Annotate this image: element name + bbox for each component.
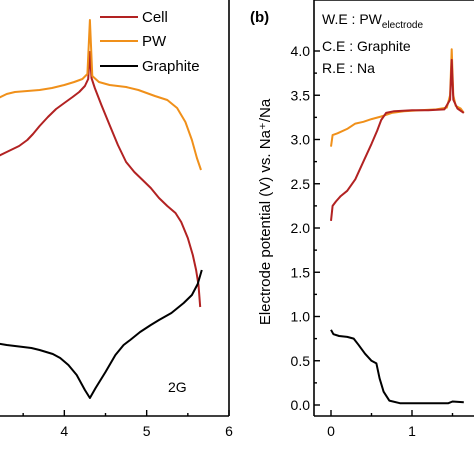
left-x-ticks: 4 5 6 [22, 410, 233, 439]
right-y-ticks: 0.0 0.5 1.0 1.5 2.0 2.5 3.0 3.5 4.0 [291, 43, 320, 413]
right-y-tick-label: 1.5 [291, 264, 311, 280]
legend-graphite-label: Graphite [142, 58, 200, 75]
panel-label-b: (b) [250, 9, 269, 26]
right-series-cell [330, 58, 465, 222]
legend-cell-label: Cell [142, 9, 168, 26]
left-series-cell [0, 51, 202, 308]
right-y-tick-label: 1.0 [291, 309, 311, 325]
right-y-tick-label: 0.5 [291, 353, 311, 369]
left-x-tick-label: 4 [60, 423, 68, 439]
right-y-tick-label: 4.0 [291, 43, 311, 59]
right-y-tick-label: 3.5 [291, 87, 311, 103]
left-series-lines [0, 19, 203, 399]
right-y-tick-label: 3.0 [291, 132, 311, 148]
right-y-tick-label: 2.0 [291, 220, 311, 236]
right-x-tick-label: 0 [327, 423, 335, 439]
left-legend: Cell PW Graphite [100, 9, 200, 75]
right-series-lines [330, 48, 465, 405]
annotation-we-prefix: W.E : PW [322, 11, 383, 27]
left-series-pw [0, 19, 202, 171]
legend-pw-label: PW [142, 33, 167, 50]
annotation-working-electrode: W.E : PWelectrode [322, 11, 423, 31]
left-series-graphite [0, 269, 203, 399]
right-y-axis-label: Electrode potential (V) vs. Na⁺/Na [257, 98, 274, 325]
right-x-tick-label: 1 [408, 423, 416, 439]
left-annotation-2G: 2G [168, 379, 187, 395]
right-series-graphite [330, 329, 464, 405]
left-x-tick-label: 6 [225, 423, 233, 439]
left-x-tick-label: 5 [143, 423, 151, 439]
right-y-tick-label: 0.0 [291, 397, 311, 413]
annotation-counter-electrode: C.E : Graphite [322, 38, 411, 54]
right-y-tick-label: 2.5 [291, 176, 311, 192]
left-panel: 4 5 6 Cell PW Graphite 2G [0, 0, 233, 439]
annotation-reference-electrode: R.E : Na [322, 60, 375, 76]
annotation-we-subscript: electrode [382, 20, 424, 31]
